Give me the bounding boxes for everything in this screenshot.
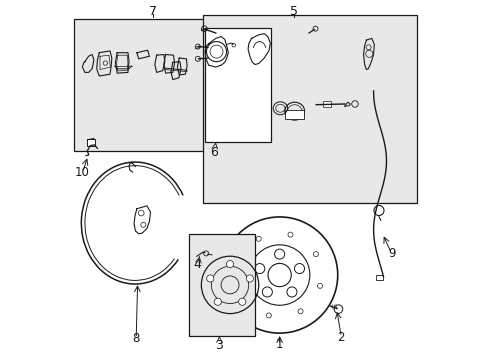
- Circle shape: [262, 287, 272, 297]
- Text: 3: 3: [215, 339, 223, 352]
- Text: 7: 7: [149, 5, 157, 18]
- Circle shape: [313, 252, 318, 257]
- Text: 2: 2: [337, 330, 345, 343]
- Circle shape: [317, 283, 322, 288]
- Circle shape: [286, 287, 296, 297]
- Text: 10: 10: [75, 166, 90, 179]
- Bar: [285, 111, 304, 119]
- Bar: [86, 139, 94, 145]
- Circle shape: [226, 261, 233, 268]
- Bar: [323, 101, 330, 107]
- Bar: [204, 28, 271, 142]
- Circle shape: [274, 249, 284, 259]
- Text: 8: 8: [132, 332, 140, 345]
- Bar: [188, 234, 255, 336]
- Bar: [376, 275, 382, 280]
- Circle shape: [256, 236, 261, 241]
- Circle shape: [298, 309, 303, 314]
- Circle shape: [206, 275, 213, 282]
- Circle shape: [294, 264, 304, 274]
- Circle shape: [246, 275, 253, 282]
- Bar: [203, 15, 416, 203]
- Circle shape: [241, 293, 245, 298]
- Text: 6: 6: [210, 145, 218, 158]
- Circle shape: [266, 313, 271, 318]
- Text: 9: 9: [387, 247, 394, 260]
- Circle shape: [238, 298, 245, 305]
- Text: 5: 5: [289, 5, 297, 18]
- Text: 1: 1: [275, 338, 283, 351]
- Circle shape: [214, 298, 221, 305]
- Bar: [74, 19, 230, 151]
- Circle shape: [254, 264, 264, 274]
- Circle shape: [287, 232, 292, 237]
- Circle shape: [236, 262, 241, 267]
- Text: 4: 4: [193, 258, 201, 271]
